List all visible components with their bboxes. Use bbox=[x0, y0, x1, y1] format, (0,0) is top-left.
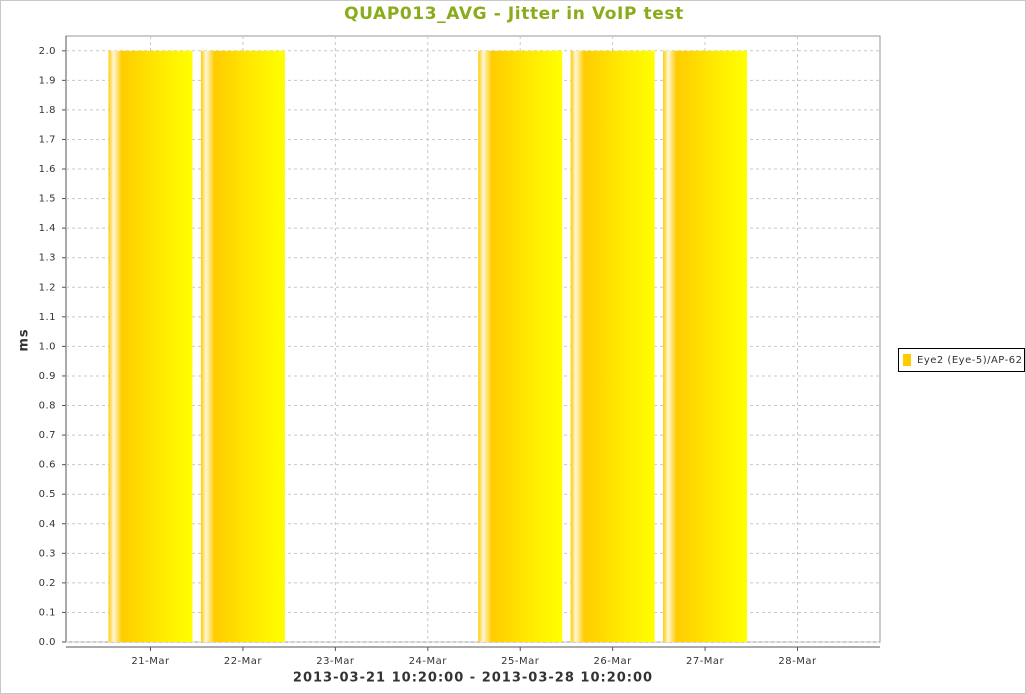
bar bbox=[200, 50, 285, 642]
y-tick-label: 1.9 bbox=[39, 75, 56, 86]
y-tick-label: 0.6 bbox=[39, 460, 56, 471]
y-tick-label: 0.4 bbox=[39, 519, 56, 530]
y-tick-label: 1.2 bbox=[39, 282, 56, 293]
y-tick-label: 1.7 bbox=[39, 134, 56, 145]
y-tick-label: 1.1 bbox=[39, 312, 56, 323]
y-tick-label: 0.8 bbox=[39, 401, 56, 412]
bar bbox=[663, 50, 748, 642]
x-axis-label: 2013-03-21 10:20:00 - 2013-03-28 10:20:0… bbox=[293, 671, 653, 686]
y-tick-label: 1.3 bbox=[39, 253, 56, 264]
y-tick-label: 1.5 bbox=[39, 194, 56, 205]
bar bbox=[570, 50, 655, 642]
x-tick-label: 27-Mar bbox=[686, 656, 725, 667]
x-tick-label: 22-Mar bbox=[224, 656, 263, 667]
y-tick-label: 0.5 bbox=[39, 489, 56, 500]
legend-label: Eye2 (Eye-5)/AP-62 bbox=[917, 355, 1022, 366]
y-tick-label: 1.0 bbox=[39, 341, 56, 352]
y-tick-label: 1.6 bbox=[39, 164, 56, 175]
y-tick-label: 1.4 bbox=[39, 223, 56, 234]
y-axis-label: ms bbox=[17, 328, 32, 351]
y-tick-label: 0.3 bbox=[39, 548, 56, 559]
y-tick-label: 0.0 bbox=[39, 637, 56, 648]
x-tick-label: 21-Mar bbox=[131, 656, 170, 667]
legend-swatch bbox=[903, 354, 911, 366]
bar bbox=[108, 50, 193, 642]
chart-title: QUAP013_AVG - Jitter in VoIP test bbox=[344, 4, 684, 24]
x-tick-label: 23-Mar bbox=[316, 656, 355, 667]
x-tick-label: 24-Mar bbox=[409, 656, 448, 667]
y-tick-label: 0.7 bbox=[39, 430, 56, 441]
y-tick-label: 0.2 bbox=[39, 578, 56, 589]
x-tick-label: 28-Mar bbox=[778, 656, 817, 667]
y-tick-label: 0.1 bbox=[39, 607, 56, 618]
y-tick-label: 1.8 bbox=[39, 105, 56, 116]
y-tick-label: 2.0 bbox=[39, 46, 56, 57]
legend bbox=[898, 348, 1025, 372]
x-tick-label: 26-Mar bbox=[594, 656, 633, 667]
bar bbox=[478, 50, 563, 642]
x-tick-label: 25-Mar bbox=[501, 656, 540, 667]
y-tick-label: 0.9 bbox=[39, 371, 56, 382]
